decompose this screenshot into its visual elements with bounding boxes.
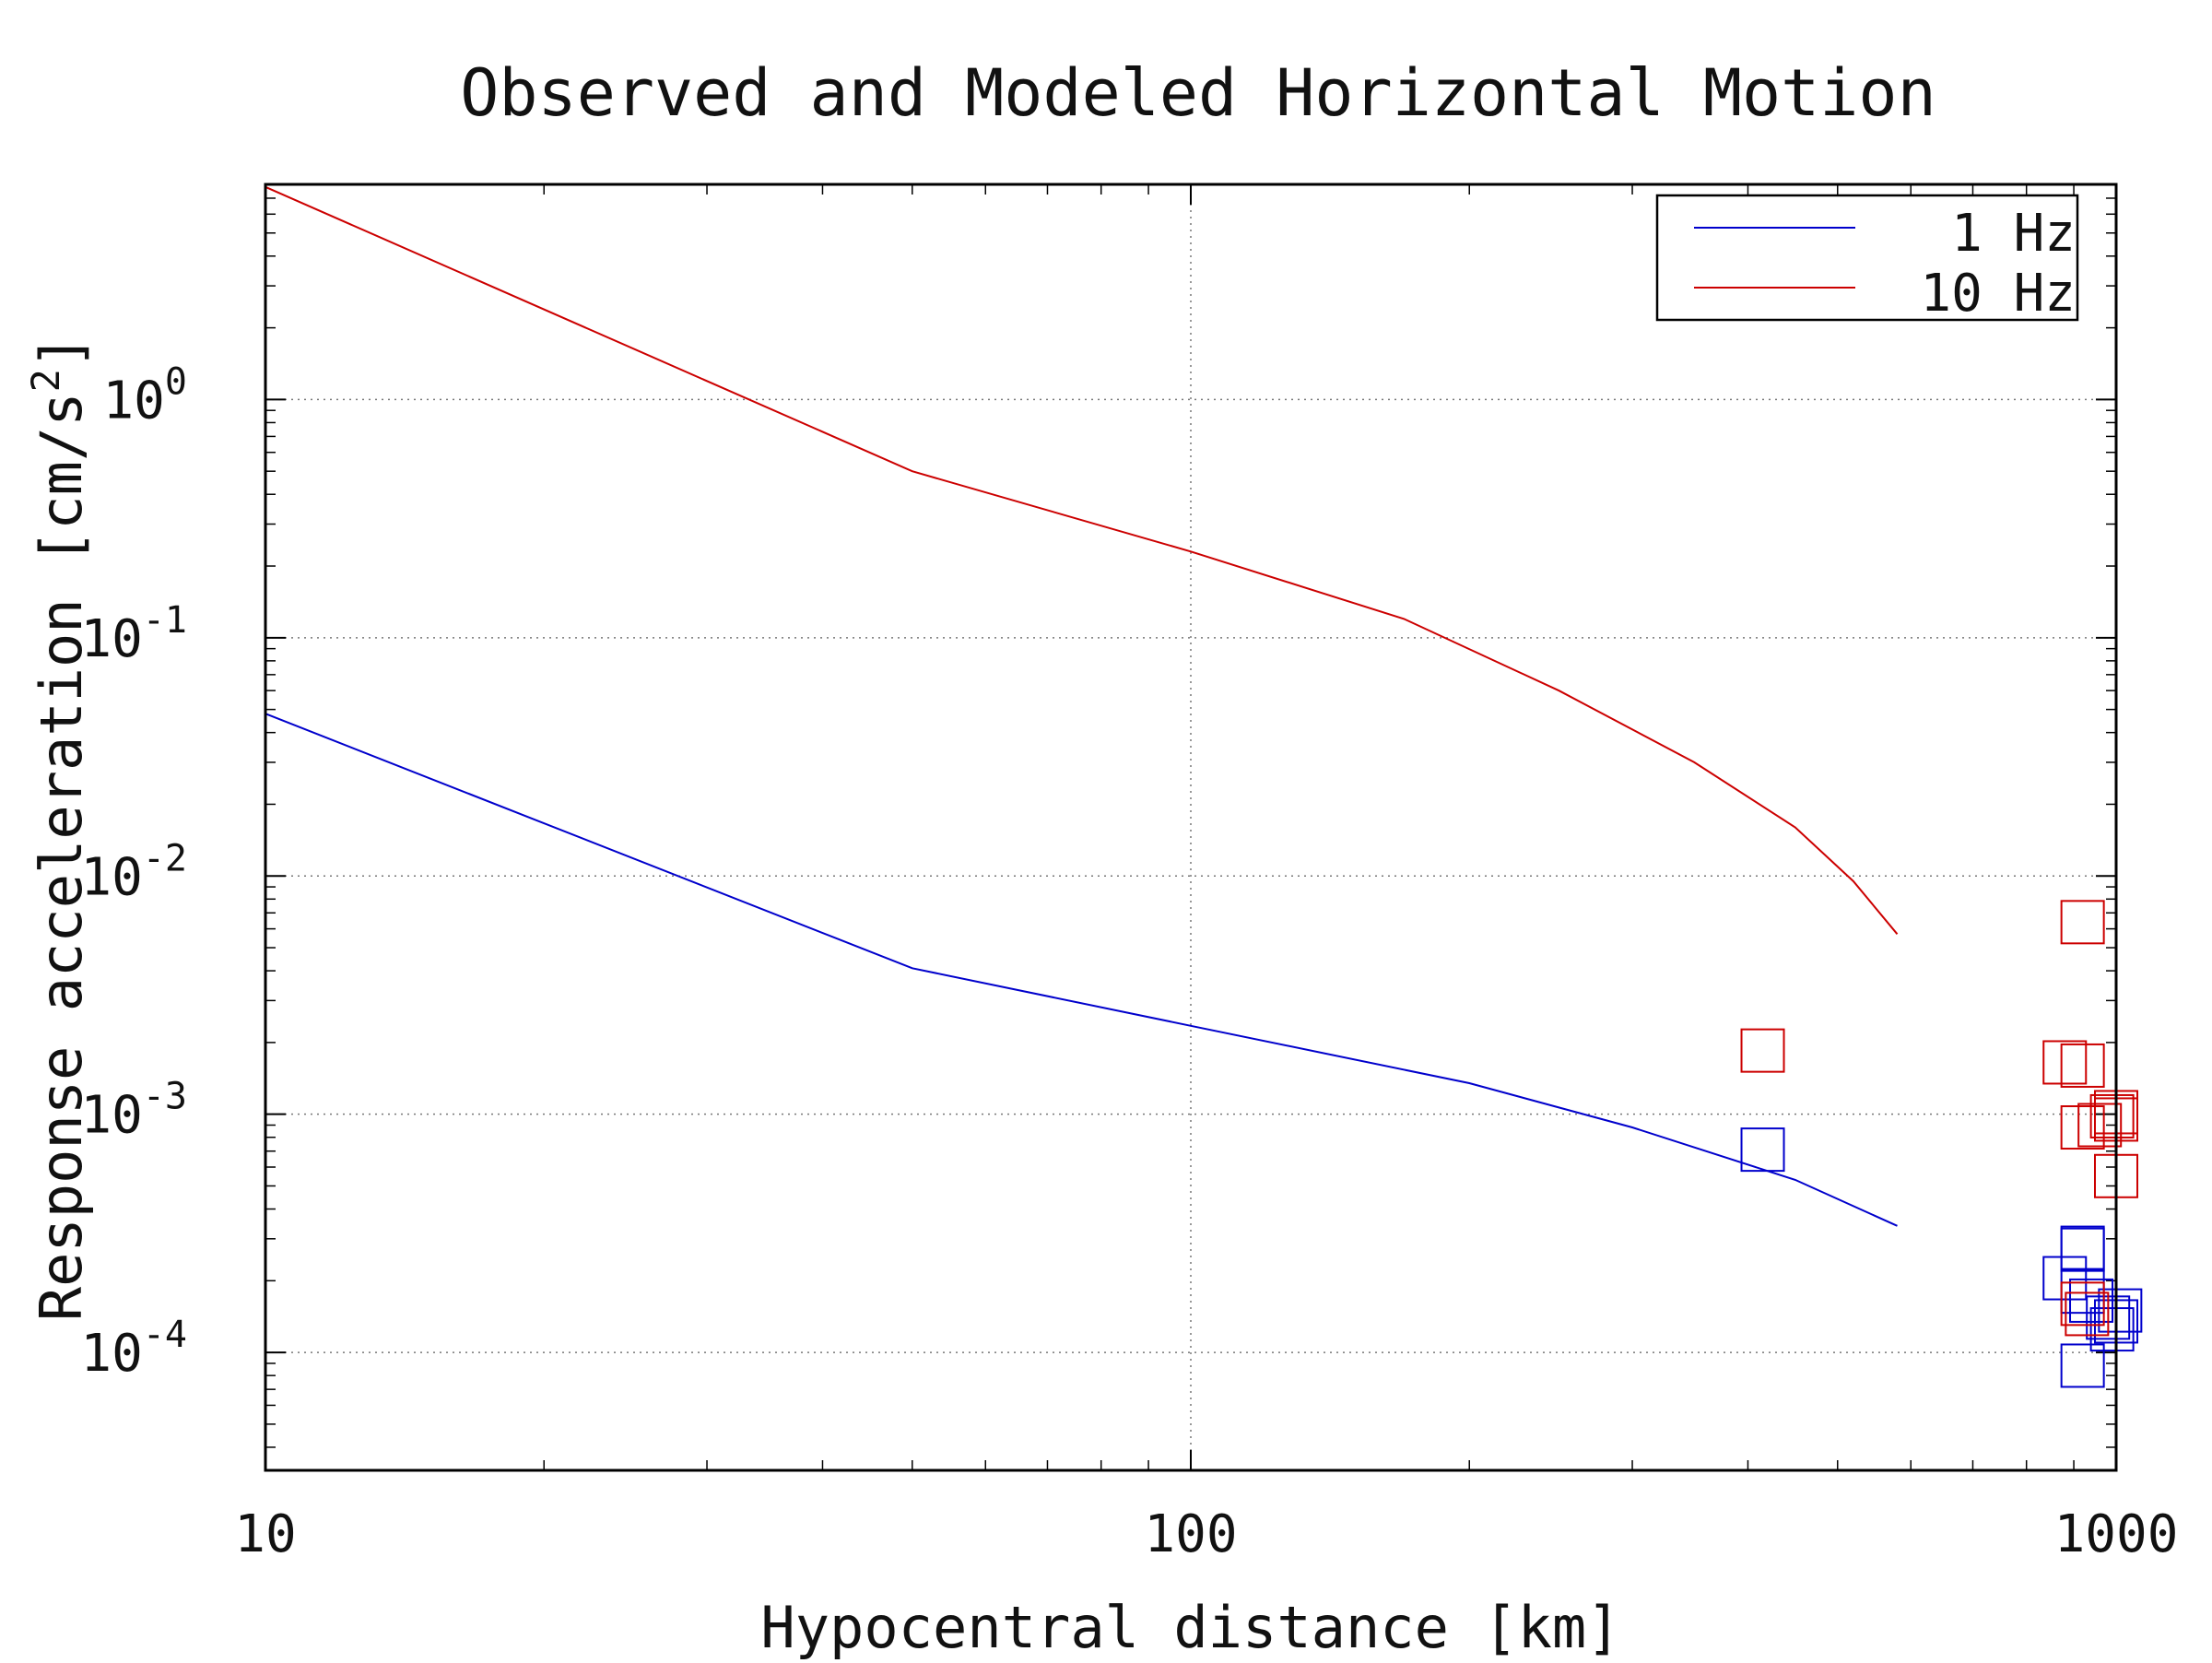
- y-tick-label: 100: [102, 360, 187, 430]
- observed-point-10hz: [2060, 1105, 2105, 1150]
- y-axis-label-end: ]: [28, 335, 95, 369]
- y-tick-base: 10: [80, 609, 142, 669]
- y-tick-label: 10-4: [80, 1314, 187, 1384]
- x-axis-label: Hypocentral distance [km]: [760, 1594, 1620, 1659]
- observed-point-1hz: [2060, 1343, 2105, 1388]
- observed-point-10hz: [2060, 900, 2105, 945]
- plot-frame: [264, 183, 2118, 1472]
- y-tick-base: 10: [80, 1324, 142, 1384]
- model-line-10hz: [265, 185, 1899, 935]
- y-tick-label: 10-2: [80, 837, 187, 907]
- y-axis-label-superscript: 2: [23, 369, 68, 392]
- y-tick-exponent: -3: [143, 1076, 187, 1118]
- observed-point-1hz: [2089, 1307, 2135, 1352]
- observed-point-10hz: [2089, 1093, 2135, 1138]
- y-axis-label-main: Response acceleration [cm/s: [28, 392, 95, 1321]
- observed-layer: [1740, 900, 2143, 1388]
- model-line-1hz: [265, 713, 1898, 1227]
- x-tick-label: 100: [1144, 1504, 1237, 1564]
- y-tick-label: 10-1: [80, 599, 187, 669]
- x-tick-labels: 10 100 1000: [234, 1504, 2178, 1564]
- chart-title: Observed and Modeled Horizontal Motion: [460, 55, 1936, 131]
- observed-point-10hz: [2060, 1281, 2105, 1327]
- x-tick-label: 10: [234, 1504, 296, 1564]
- grid-layer: [265, 184, 2116, 1470]
- observed-point-1hz: [2042, 1256, 2088, 1301]
- observed-point-1hz: [2098, 1288, 2143, 1333]
- legend-label-1hz: 1 Hz: [1951, 204, 2076, 264]
- legend-box: [1655, 194, 2079, 322]
- observed-point-1hz: [1740, 1127, 1785, 1173]
- y-tick-exponent: 0: [165, 360, 187, 403]
- x-tick-label: 1000: [2054, 1504, 2179, 1564]
- legend-label-10hz: 10 Hz: [1920, 264, 2076, 324]
- y-tick-base: 10: [80, 847, 142, 907]
- minor-ticks: [265, 183, 2117, 1470]
- y-tick-exponent: -1: [143, 599, 187, 642]
- y-tick-label: 10-3: [80, 1076, 187, 1146]
- observed-point-10hz: [2060, 1043, 2105, 1088]
- y-tick-exponent: -2: [143, 837, 187, 879]
- observed-point-10hz: [2042, 1040, 2088, 1085]
- y-tick-base: 10: [80, 1086, 142, 1146]
- y-tick-exponent: -4: [143, 1314, 187, 1356]
- legend: 1 Hz 10 Hz: [1655, 194, 2079, 324]
- observed-point-10hz: [2065, 1291, 2110, 1337]
- y-axis-label: Response acceleration [cm/s2]: [23, 335, 95, 1321]
- observed-point-10hz: [2077, 1103, 2123, 1148]
- observed-point-1hz: [2060, 1225, 2105, 1270]
- series-layer: [265, 185, 1899, 1227]
- observed-point-10hz: [1740, 1028, 1785, 1073]
- y-tick-base: 10: [102, 371, 164, 430]
